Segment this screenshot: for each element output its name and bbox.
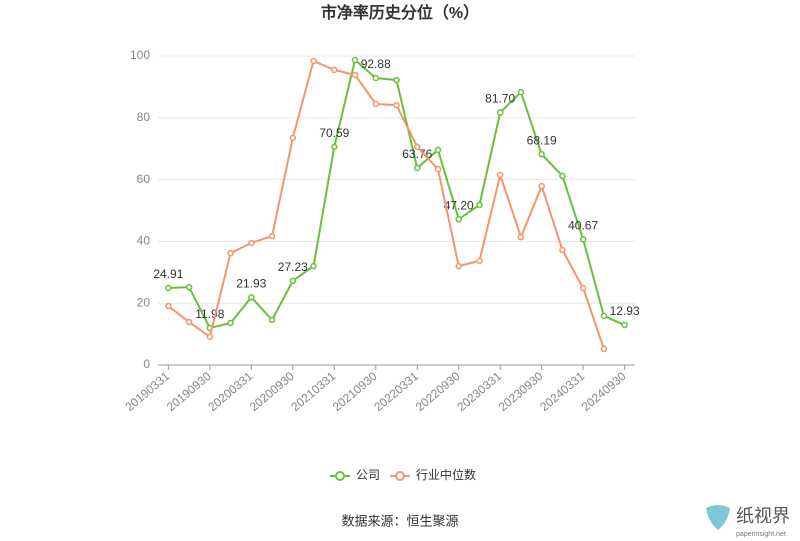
data-point bbox=[393, 76, 400, 84]
data-point bbox=[517, 88, 525, 96]
x-tick-label: 20240930 bbox=[579, 369, 629, 414]
data-point bbox=[455, 215, 462, 223]
y-tick-label: 0 bbox=[143, 357, 150, 371]
legend-marker bbox=[335, 471, 345, 481]
data-point bbox=[393, 101, 400, 109]
data-label: 63.76 bbox=[402, 147, 432, 161]
data-point bbox=[600, 312, 608, 320]
data-point bbox=[538, 151, 545, 158]
data-point bbox=[289, 134, 297, 142]
data-point bbox=[600, 345, 608, 353]
data-point bbox=[496, 109, 504, 116]
legend-label: 行业中位数 bbox=[416, 467, 476, 482]
y-tick-label: 60 bbox=[137, 172, 151, 186]
data-point bbox=[268, 232, 276, 240]
data-label: 21.93 bbox=[236, 276, 266, 290]
source: 数据来源：恒生聚源 bbox=[341, 513, 458, 528]
x-tick-label: 20220930 bbox=[413, 369, 463, 414]
chart-title: 市净率历史分位（%） bbox=[321, 3, 479, 22]
watermark-logo bbox=[706, 505, 730, 530]
data-point bbox=[434, 165, 442, 173]
data-point bbox=[476, 257, 483, 265]
data-point bbox=[206, 333, 214, 341]
data-point bbox=[476, 201, 483, 209]
data-point bbox=[372, 74, 380, 82]
data-label: 12.93 bbox=[610, 304, 640, 318]
data-point bbox=[413, 143, 421, 151]
data-point bbox=[621, 321, 628, 329]
data-point bbox=[538, 182, 545, 190]
watermark-name: 纸视界 bbox=[736, 506, 790, 526]
data-label: 81.70 bbox=[485, 92, 515, 106]
data-point bbox=[331, 143, 338, 151]
x-tick-label: 20240331 bbox=[537, 369, 587, 414]
y-tick-label: 80 bbox=[137, 110, 151, 124]
data-label: 27.23 bbox=[278, 260, 308, 274]
data-point bbox=[185, 318, 193, 326]
x-tick-label: 20210930 bbox=[330, 369, 380, 414]
series-line bbox=[167, 59, 605, 350]
data-point bbox=[372, 100, 380, 108]
data-point bbox=[248, 293, 255, 301]
data-point bbox=[310, 57, 317, 65]
y-tick-label: 40 bbox=[137, 234, 151, 248]
data-label: 11.98 bbox=[195, 307, 224, 321]
data-point bbox=[579, 236, 587, 243]
x-tick-label: 20230331 bbox=[454, 369, 504, 414]
data-point bbox=[331, 66, 338, 74]
data-point bbox=[165, 284, 172, 292]
data-label: 47.20 bbox=[444, 198, 474, 212]
data-point bbox=[496, 171, 504, 179]
y-tick-label: 20 bbox=[137, 295, 151, 309]
x-tick-label: 20200331 bbox=[205, 369, 255, 414]
x-tick-label: 20190930 bbox=[164, 369, 214, 414]
legend-marker bbox=[395, 471, 405, 481]
data-point bbox=[579, 284, 587, 292]
x-tick-label: 20210331 bbox=[288, 369, 338, 414]
data-point bbox=[351, 71, 359, 79]
data-point bbox=[227, 319, 234, 327]
x-tick-label: 20220331 bbox=[371, 369, 421, 414]
x-tick-label: 20230930 bbox=[496, 369, 546, 414]
data-point bbox=[248, 239, 255, 247]
data-point bbox=[351, 56, 359, 64]
data-point bbox=[310, 262, 317, 270]
data-point bbox=[517, 233, 525, 241]
x-tick-label: 20190331 bbox=[122, 369, 172, 414]
data-label: 92.88 bbox=[361, 57, 391, 71]
y-tick-label: 100 bbox=[130, 48, 150, 62]
data-point bbox=[455, 262, 462, 270]
data-label: 68.19 bbox=[527, 133, 557, 147]
data-point bbox=[434, 146, 442, 154]
data-point bbox=[559, 246, 566, 254]
data-label: 24.91 bbox=[153, 267, 183, 281]
data-point bbox=[227, 249, 234, 257]
data-point bbox=[289, 277, 297, 285]
data-point bbox=[413, 164, 421, 172]
legend-label: 公司 bbox=[356, 468, 380, 482]
data-point bbox=[165, 302, 172, 310]
data-label: 70.59 bbox=[319, 126, 349, 140]
data-point bbox=[268, 316, 276, 324]
watermark-url: paperinsight.net bbox=[736, 531, 786, 538]
data-label: 40.67 bbox=[568, 219, 598, 233]
data-point bbox=[185, 283, 193, 291]
x-tick-label: 20200930 bbox=[247, 369, 297, 414]
data-point bbox=[559, 172, 566, 180]
